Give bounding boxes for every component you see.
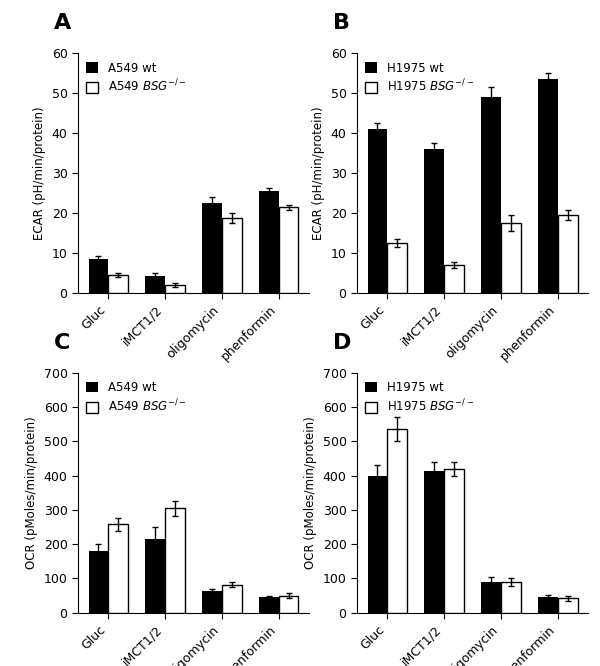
Bar	[278, 207, 298, 293]
Bar	[557, 598, 577, 613]
Bar	[388, 243, 407, 293]
Bar	[367, 476, 388, 613]
Bar	[145, 539, 165, 613]
Y-axis label: OCR (pMoles/min/protein): OCR (pMoles/min/protein)	[25, 416, 38, 569]
Text: B: B	[333, 13, 350, 33]
Bar	[109, 524, 128, 613]
Text: D: D	[333, 333, 352, 353]
Text: A: A	[54, 13, 71, 33]
Text: C: C	[54, 333, 70, 353]
Bar	[89, 551, 109, 613]
Bar	[557, 215, 577, 293]
Bar	[202, 203, 222, 293]
Bar	[165, 508, 185, 613]
Bar	[388, 430, 407, 613]
Legend: A549 wt, A549 $BSG^{-/-}$: A549 wt, A549 $BSG^{-/-}$	[84, 59, 189, 97]
Y-axis label: ECAR (pH/min/protein): ECAR (pH/min/protein)	[33, 107, 46, 240]
Legend: H1975 wt, H1975 $BSG^{-/-}$: H1975 wt, H1975 $BSG^{-/-}$	[363, 59, 476, 97]
Bar	[424, 471, 444, 613]
Legend: H1975 wt, H1975 $BSG^{-/-}$: H1975 wt, H1975 $BSG^{-/-}$	[363, 379, 476, 417]
Bar	[444, 469, 464, 613]
Bar	[222, 218, 242, 293]
Bar	[367, 129, 388, 293]
Bar	[501, 223, 521, 293]
Bar	[259, 191, 278, 293]
Legend: A549 wt, A549 $BSG^{-/-}$: A549 wt, A549 $BSG^{-/-}$	[84, 379, 189, 417]
Bar	[481, 97, 501, 293]
Bar	[222, 585, 242, 613]
Bar	[145, 276, 165, 293]
Bar	[278, 595, 298, 613]
Bar	[109, 275, 128, 293]
Bar	[202, 591, 222, 613]
Bar	[481, 582, 501, 613]
Bar	[259, 597, 278, 613]
Bar	[501, 582, 521, 613]
Bar	[538, 597, 557, 613]
Bar	[424, 149, 444, 293]
Bar	[165, 285, 185, 293]
Bar	[444, 265, 464, 293]
Y-axis label: OCR (pMoles/min/protein): OCR (pMoles/min/protein)	[304, 416, 317, 569]
Y-axis label: ECAR (pH/min/protein): ECAR (pH/min/protein)	[312, 107, 325, 240]
Bar	[89, 259, 109, 293]
Bar	[538, 79, 557, 293]
